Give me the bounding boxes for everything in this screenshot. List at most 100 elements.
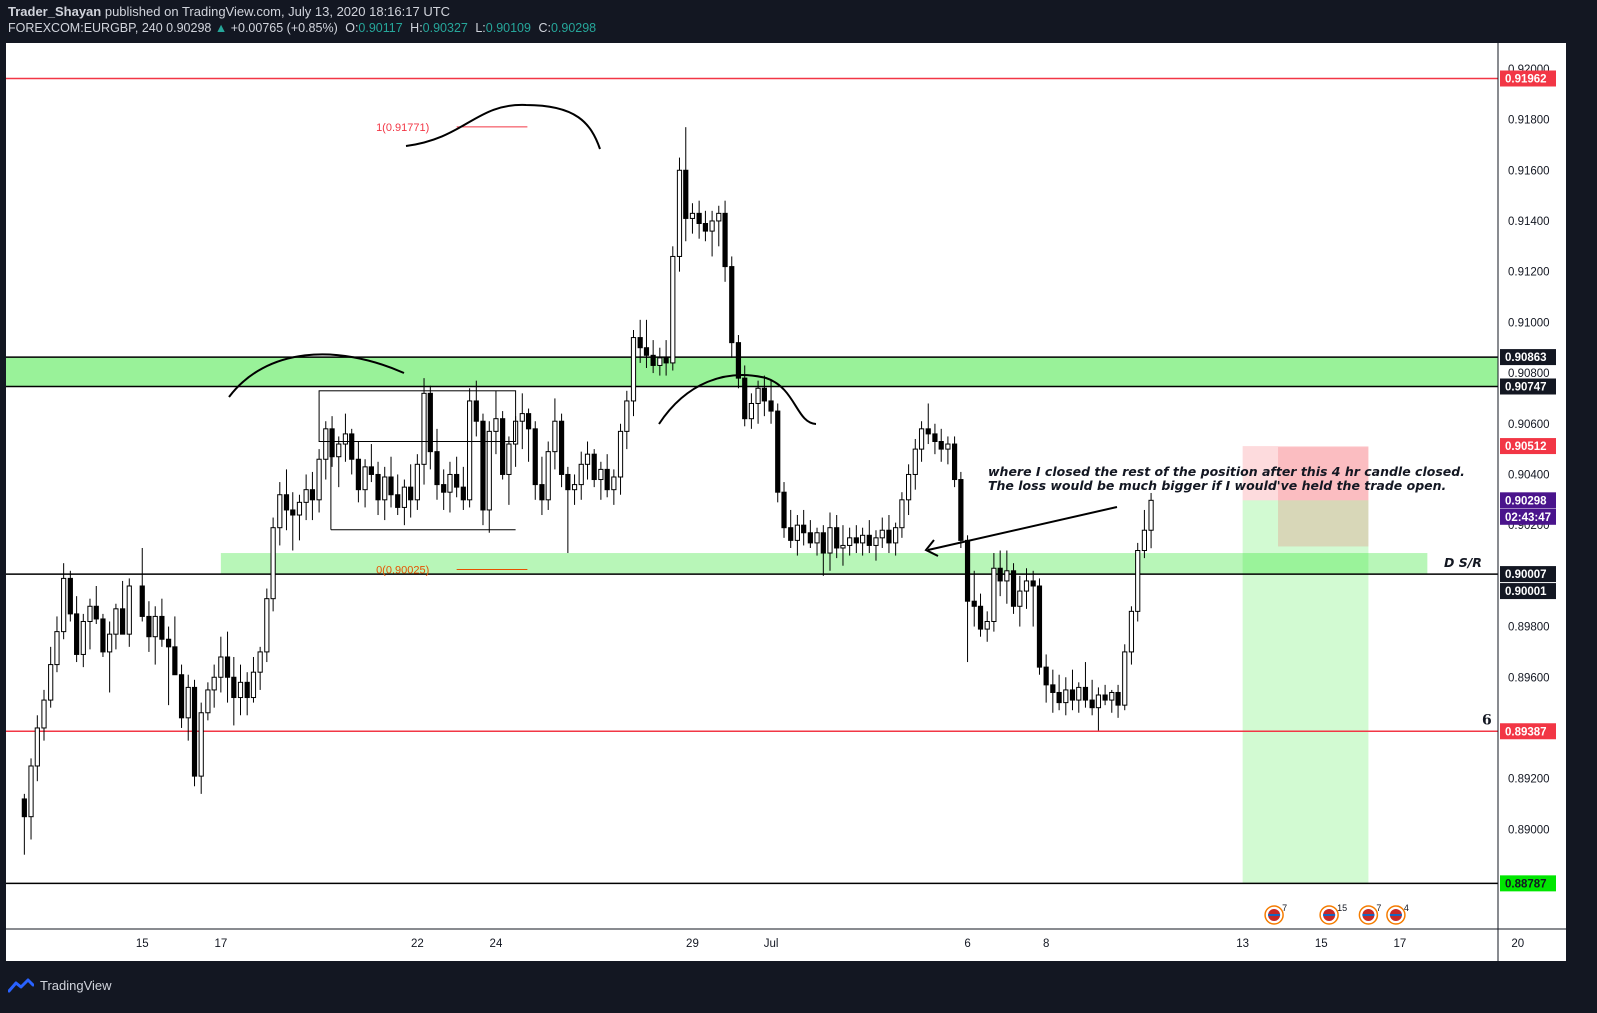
price-tick-label: 0.91800 <box>1508 115 1550 127</box>
candle <box>519 413 525 422</box>
candle <box>847 537 853 546</box>
candle <box>408 486 414 501</box>
right-shoulder-arc <box>658 374 817 425</box>
candle <box>237 681 244 699</box>
candle <box>493 418 499 432</box>
candle <box>100 618 106 653</box>
candle <box>1141 529 1148 552</box>
candle <box>113 608 119 635</box>
price-label: 0.89387 <box>1505 726 1547 738</box>
symbol-label: FOREXCOM:EURGBP, 240 <box>8 21 163 35</box>
candle <box>80 620 86 655</box>
price-label-bg <box>1500 349 1556 366</box>
chart-canvas[interactable]: 1(0.91771) 0(0.90025) where I closed the r… <box>6 43 1566 961</box>
time-tick-label: 20 <box>1511 938 1524 950</box>
candle <box>159 615 165 640</box>
candle <box>1036 585 1043 668</box>
candle <box>191 686 198 777</box>
candle <box>683 169 689 219</box>
candle <box>460 486 466 501</box>
candle <box>1063 689 1069 704</box>
candle <box>997 567 1003 582</box>
event-count: 7 <box>1376 903 1381 913</box>
candle <box>1102 694 1108 701</box>
candle <box>912 448 918 475</box>
candles-layer <box>21 127 1154 855</box>
candle <box>290 509 296 516</box>
price-label: 0.90747 <box>1505 381 1547 393</box>
candle <box>74 613 80 655</box>
candle <box>329 428 335 458</box>
candle <box>454 473 460 488</box>
time-tick-label: Jul <box>764 938 779 950</box>
open-label: O: <box>345 21 359 35</box>
stop-loss-zone <box>1242 446 1369 501</box>
six-label: 6 <box>1482 712 1492 728</box>
publish-info: Trader_Shayan published on TradingView.c… <box>8 4 450 19</box>
open-value: 0.90117 <box>358 21 403 35</box>
candle <box>336 443 342 458</box>
candle <box>126 585 132 635</box>
range-box-top <box>318 390 517 443</box>
head-arc <box>405 103 601 150</box>
candle <box>54 631 60 666</box>
candle <box>873 537 879 546</box>
author-name[interactable]: Trader_Shayan <box>8 4 102 19</box>
candle <box>925 428 931 435</box>
candle <box>637 337 643 349</box>
time-tick-label: 24 <box>490 938 503 950</box>
price-label: 0.90298 <box>1505 495 1547 507</box>
candle <box>355 458 361 491</box>
candle <box>231 676 237 699</box>
tradingview-logo[interactable]: TradingView <box>8 977 112 993</box>
candle <box>807 532 813 544</box>
event-count: 4 <box>1404 903 1409 913</box>
candle <box>414 463 420 501</box>
price-tick-label: 0.90600 <box>1508 419 1550 431</box>
price-label-bg <box>1500 875 1556 892</box>
chart-header: Trader_Shayan published on TradingView.c… <box>0 0 1597 42</box>
chart-area[interactable]: 1(0.91771) 0(0.90025) where I closed the r… <box>6 43 1566 961</box>
candle <box>473 400 479 422</box>
candle <box>860 534 866 544</box>
candle <box>447 473 453 493</box>
time-tick-label: 15 <box>136 938 149 950</box>
candle <box>1043 666 1049 686</box>
candle <box>964 539 971 602</box>
candle <box>165 638 172 648</box>
event-count: 15 <box>1337 903 1347 913</box>
candle <box>93 605 99 620</box>
zone-0 <box>6 357 1498 387</box>
time-axis: 1517222429Jul6813151720222427 <box>6 928 1566 950</box>
candle <box>735 342 742 379</box>
annotation-arrow <box>927 506 1118 551</box>
dsr-label: D S/R <box>1444 555 1482 570</box>
price-tick-label: 0.89800 <box>1508 622 1550 634</box>
price-tick-label: 0.91200 <box>1508 267 1550 279</box>
candle <box>401 486 407 508</box>
candle <box>820 532 826 554</box>
candle <box>257 651 263 673</box>
candle <box>218 656 224 678</box>
time-tick-label: 8 <box>1043 938 1049 950</box>
candle <box>722 212 728 268</box>
candle <box>427 392 433 453</box>
left-shoulder-arc <box>228 353 405 398</box>
candle <box>932 433 938 443</box>
candle <box>729 266 735 344</box>
candle <box>532 428 538 486</box>
candle <box>1017 590 1023 607</box>
candle <box>938 441 944 450</box>
candle <box>716 212 722 222</box>
candle <box>395 494 401 508</box>
candle <box>388 476 394 496</box>
candle <box>945 443 951 450</box>
candle <box>893 527 899 544</box>
price-tick-label: 0.91400 <box>1508 216 1550 228</box>
candle <box>467 400 473 501</box>
candle <box>748 402 754 420</box>
candle <box>139 585 145 617</box>
price-label-bg <box>1500 583 1556 600</box>
candle <box>34 727 40 767</box>
candle <box>146 615 152 638</box>
